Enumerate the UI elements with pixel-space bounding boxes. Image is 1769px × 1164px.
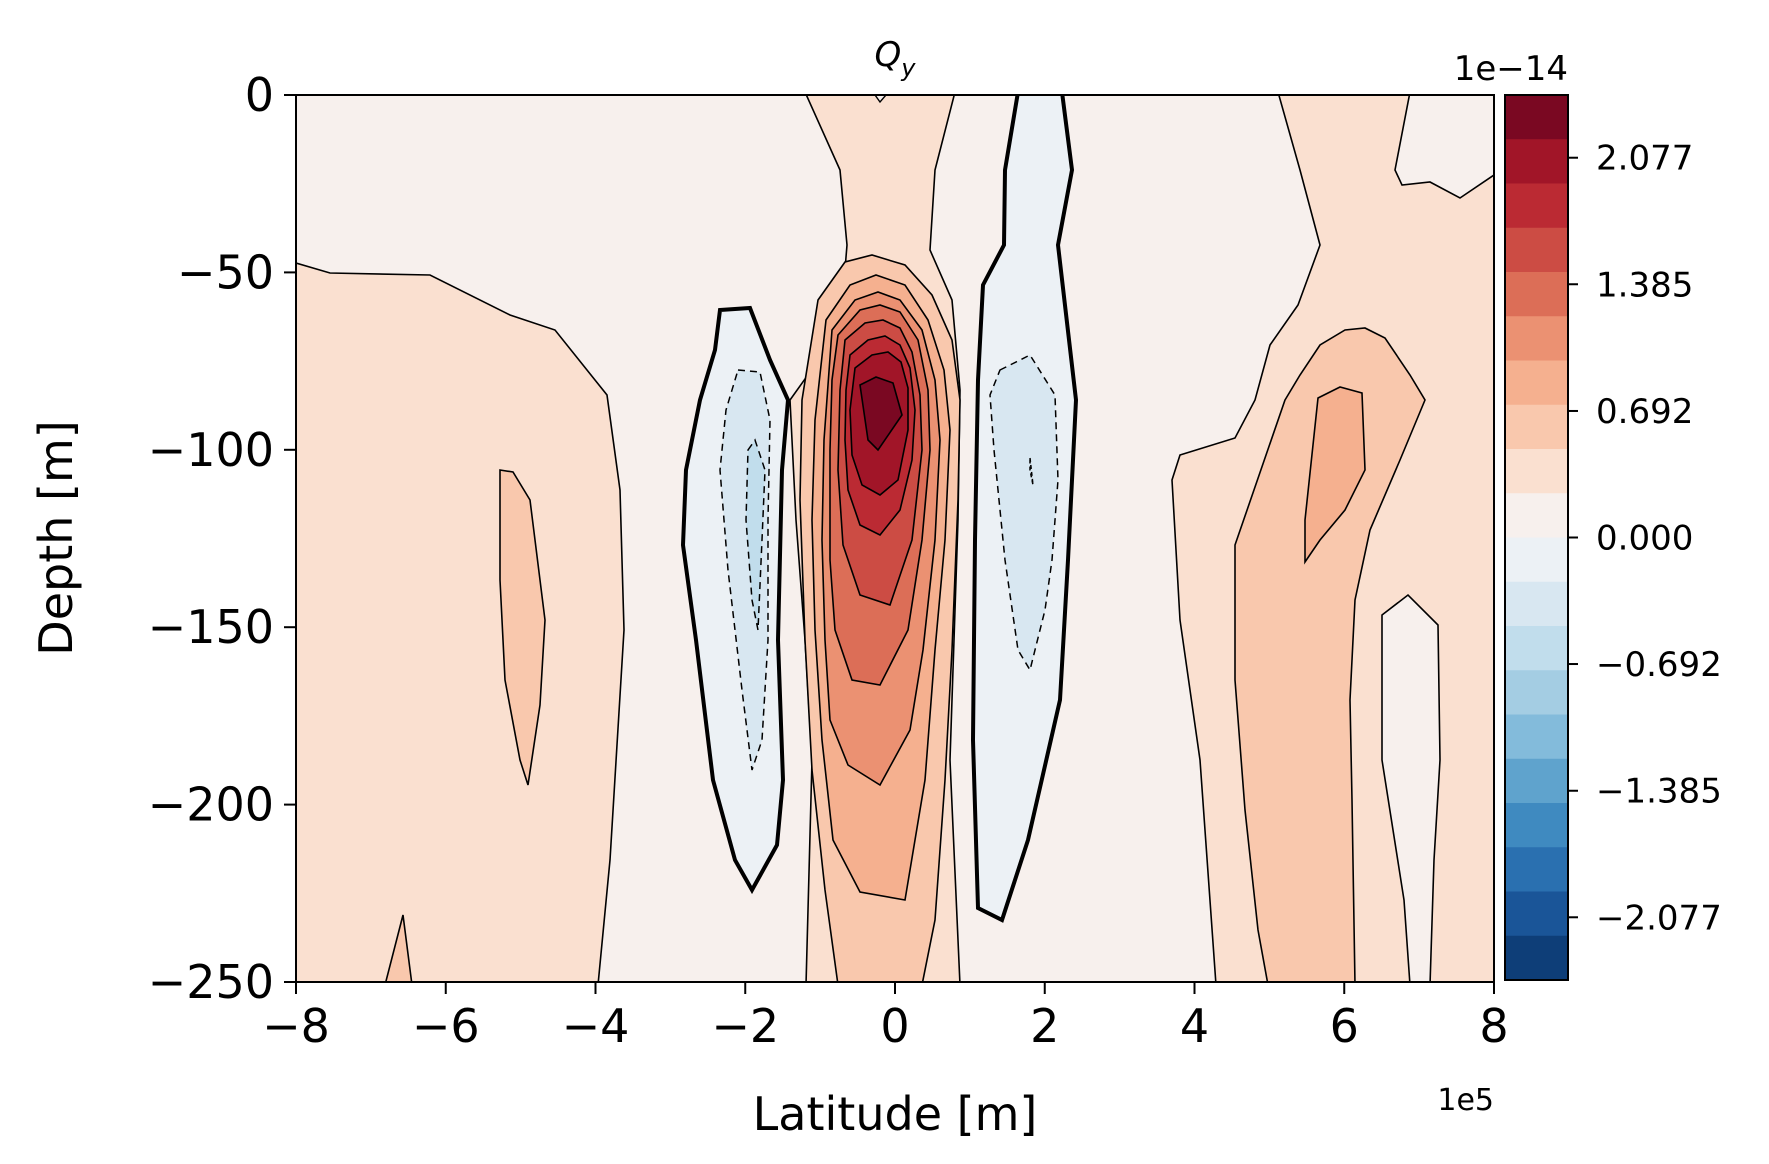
y-axis-label: Depth [m]: [29, 420, 83, 655]
colorbar-tick-label: 2.077: [1596, 139, 1693, 179]
x-tick-label: 4: [1180, 999, 1209, 1053]
x-axis-multiplier: 1e5: [1437, 1083, 1494, 1118]
right-positive-level-1: [1234, 327, 1426, 982]
y-tick-label: −200: [148, 778, 274, 832]
colorbar-band: [1505, 272, 1568, 317]
colorbar-band: [1505, 935, 1568, 981]
left-negative-core: [745, 438, 766, 631]
colorbar-band: [1505, 714, 1568, 760]
colorbar-band: [1505, 95, 1568, 140]
colorbar-tick-label: −1.385: [1596, 772, 1722, 812]
x-tick-label: −4: [562, 999, 630, 1053]
colorbar-multiplier: 1e−14: [1454, 49, 1568, 89]
colorbar-band: [1505, 316, 1568, 362]
colorbar-band: [1505, 758, 1568, 804]
y-tick-label: −50: [177, 245, 274, 299]
colorbar-band: [1505, 404, 1568, 450]
colorbar-tick-label: 1.385: [1596, 265, 1693, 305]
x-tick-label: 8: [1479, 999, 1508, 1053]
colorbar-band: [1505, 581, 1568, 627]
colorbar-tick-label: 0.000: [1596, 519, 1693, 559]
colorbar-band: [1505, 139, 1568, 185]
colorbar-band: [1505, 847, 1568, 893]
colorbar-band: [1505, 227, 1568, 273]
y-tick-label: −250: [148, 955, 274, 1009]
y-tick-label: −100: [148, 423, 274, 477]
colorbar-band: [1505, 626, 1568, 671]
y-axis: 0 −50 −100 −150 −200 −250: [148, 68, 296, 1009]
colorbar-band: [1505, 449, 1568, 494]
right-inner-near-zero: [1381, 593, 1441, 982]
center-core-peak: [859, 376, 903, 452]
colorbar-tick-label: 0.692: [1596, 392, 1693, 432]
x-tick-label: 0: [880, 999, 909, 1053]
bottom-left-positive-spike: [384, 914, 413, 982]
x-axis: −8 −6 −4 −2 0 2 4 6 8: [262, 982, 1509, 1053]
chart-title: Qy: [875, 35, 917, 82]
colorbar-band: [1505, 537, 1568, 583]
y-tick-label: 0: [245, 68, 274, 122]
plot-area: [296, 95, 1494, 982]
colorbar-band: [1505, 183, 1568, 229]
colorbar-band: [1505, 803, 1568, 848]
top-center-notch: [874, 95, 887, 104]
colorbar: 2.077 1.385 0.692 0.000 −0.692 −1.385 −2.077: [1504, 94, 1722, 981]
colorbar-band: [1505, 891, 1568, 937]
left-positive-inner: [499, 469, 546, 786]
colorbar-tick-label: −0.692: [1596, 645, 1722, 685]
colorbar-band: [1505, 670, 1568, 716]
y-tick-label: −150: [148, 600, 274, 654]
colorbar-tick-label: −2.077: [1596, 898, 1722, 938]
x-tick-label: 2: [1030, 999, 1059, 1053]
right-positive-level-2: [1304, 386, 1366, 565]
x-tick-label: −6: [412, 999, 480, 1053]
right-negative-inner: [989, 354, 1059, 672]
colorbar-band: [1505, 360, 1568, 406]
x-tick-label: −8: [262, 999, 330, 1053]
x-tick-label: −2: [711, 999, 779, 1053]
x-tick-label: 6: [1330, 999, 1359, 1053]
left-positive-region: [296, 262, 625, 982]
x-axis-label: Latitude [m]: [753, 1087, 1038, 1141]
colorbar-band: [1505, 493, 1568, 539]
